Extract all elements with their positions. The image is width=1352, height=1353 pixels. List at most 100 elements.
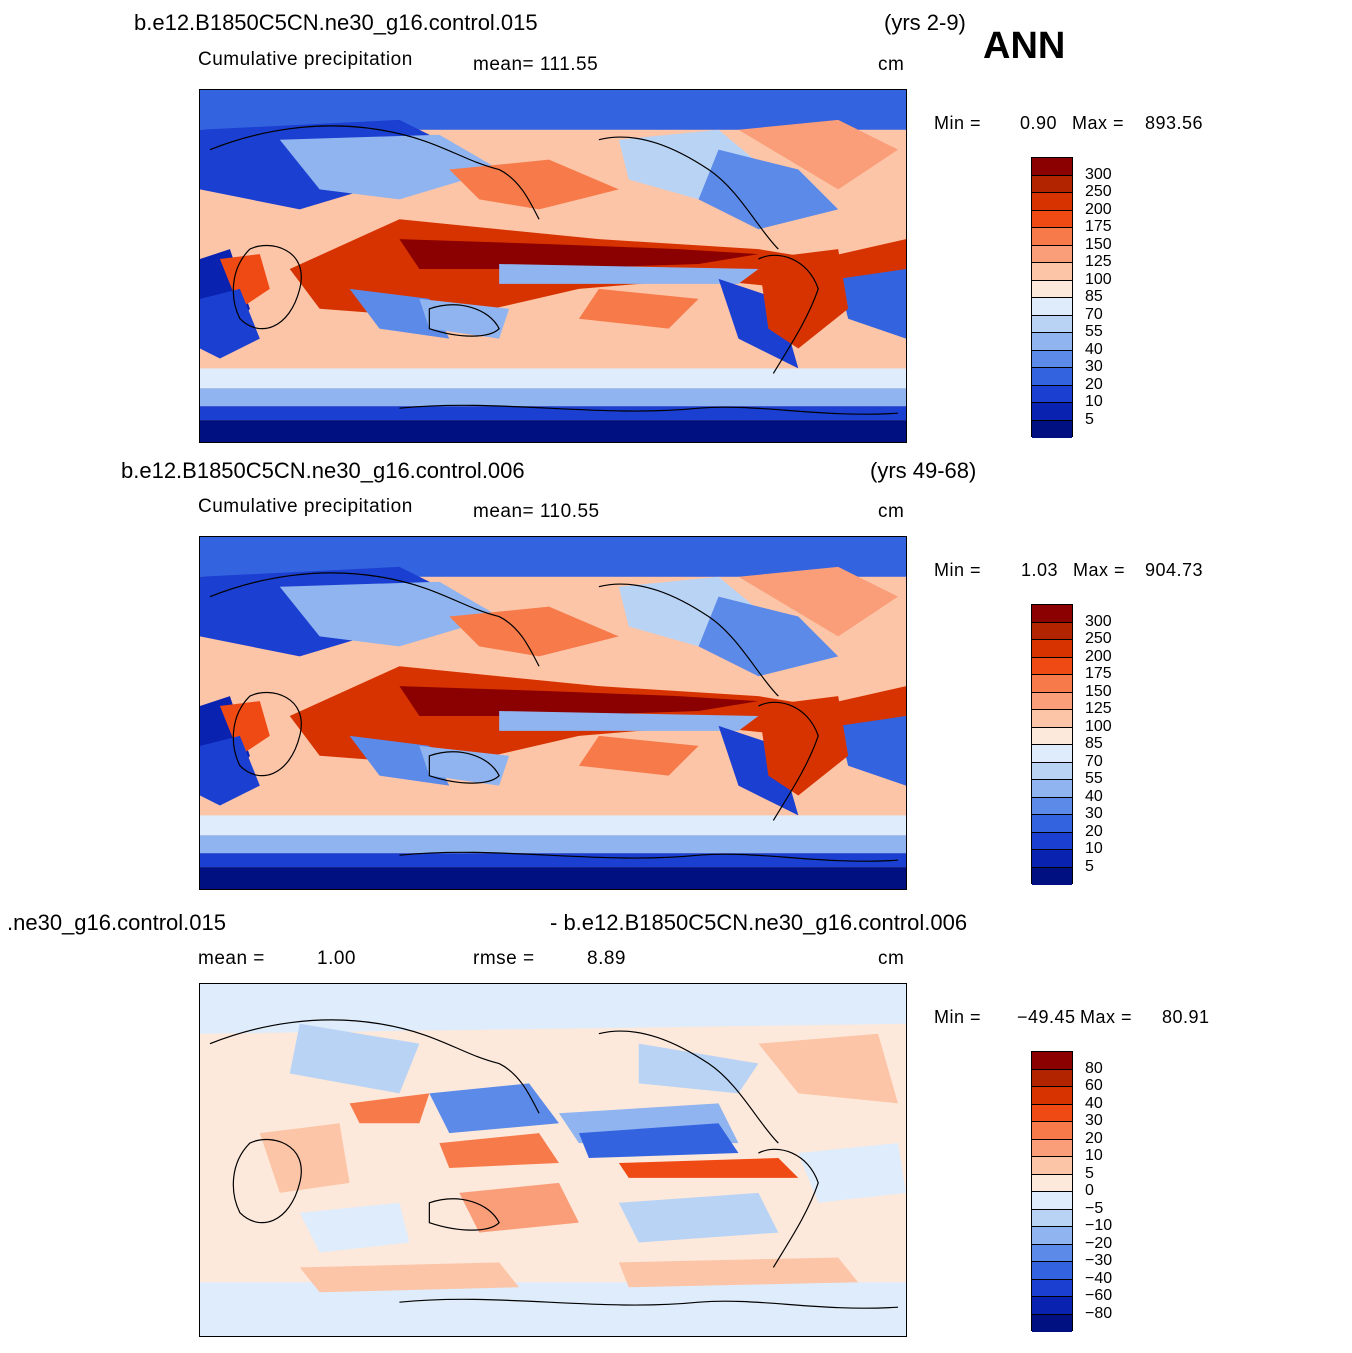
panel1-min-label: Min = xyxy=(934,113,982,133)
colorbar-swatch xyxy=(1032,193,1072,211)
colorbar-swatch xyxy=(1032,1279,1072,1297)
colorbar-tick-label: 125 xyxy=(1085,700,1112,717)
colorbar-tick-label: 70 xyxy=(1085,305,1103,323)
colorbar-swatch xyxy=(1032,1192,1072,1210)
panel3-mean-value: 1.00 xyxy=(317,948,356,969)
colorbar-tick-label: 30 xyxy=(1085,358,1103,375)
colorbar-swatch xyxy=(1032,850,1072,868)
colorbar-tick-label: −60 xyxy=(1085,1287,1113,1304)
panel3-case-right: - b.e12.B1850C5CN.ne30_g16.control.006 xyxy=(550,910,968,935)
panel3-difference-map xyxy=(199,983,907,1337)
colorbar-swatch xyxy=(1032,832,1072,850)
colorbar-tick-label: −5 xyxy=(1085,1199,1104,1217)
panel2-max-label: Max = xyxy=(1073,560,1126,580)
colorbar-tick-label: 10 xyxy=(1085,1147,1103,1164)
colorbar-tick-label: 55 xyxy=(1085,770,1103,787)
season-label: ANN xyxy=(983,25,1066,67)
colorbar-swatch xyxy=(1032,622,1072,640)
colorbar-swatch xyxy=(1032,333,1072,351)
colorbar-tick-label: 20 xyxy=(1085,375,1103,393)
colorbar-swatch xyxy=(1032,385,1072,403)
colorbar-swatch xyxy=(1032,762,1072,780)
panel1-case-title: b.e12.B1850C5CN.ne30_g16.control.015 xyxy=(134,10,538,35)
colorbar-tick-label: 60 xyxy=(1085,1077,1103,1094)
colorbar-tick-label: −10 xyxy=(1085,1217,1113,1234)
colorbar-swatch xyxy=(1032,315,1072,333)
panel2-case-title: b.e12.B1850C5CN.ne30_g16.control.006 xyxy=(121,458,525,483)
colorbar-tick-label: 55 xyxy=(1085,323,1103,340)
colorbar-swatch xyxy=(1032,675,1072,693)
panel3-rmse-label: rmse = xyxy=(473,948,535,969)
colorbar-tick-label: −30 xyxy=(1085,1252,1113,1269)
colorbar-tick-label: 80 xyxy=(1085,1059,1103,1077)
colorbar-tick-label: 20 xyxy=(1085,1129,1103,1147)
panel1-precip-map xyxy=(199,89,907,443)
colorbar-tick-label: −20 xyxy=(1085,1234,1113,1252)
panel3-case-left: .ne30_g16.control.015 xyxy=(7,910,226,935)
panel2-units: cm xyxy=(878,501,905,522)
colorbar-swatch xyxy=(1032,815,1072,833)
panel2-mean: mean= 110.55 xyxy=(473,501,600,522)
colorbar-tick-label: 250 xyxy=(1085,630,1112,647)
panel3-colorbar xyxy=(1031,1051,1073,1332)
colorbar-swatch xyxy=(1032,605,1072,623)
panel1-min-value: 0.90 xyxy=(1020,113,1058,133)
colorbar-swatch xyxy=(1032,1209,1072,1227)
colorbar-swatch xyxy=(1032,710,1072,728)
colorbar-swatch xyxy=(1032,1069,1072,1087)
colorbar-swatch xyxy=(1032,727,1072,745)
colorbar-swatch xyxy=(1032,1244,1072,1262)
colorbar-tick-label: 125 xyxy=(1085,253,1112,270)
colorbar-swatch xyxy=(1032,175,1072,193)
panel3-max-value: 80.91 xyxy=(1162,1007,1210,1027)
panel3-min-label: Min = xyxy=(934,1007,982,1027)
colorbar-tick-label: 175 xyxy=(1085,218,1112,235)
panel2-precip-map xyxy=(199,536,907,890)
panel1-variable: Cumulative precipitation xyxy=(198,49,413,70)
colorbar-tick-label: 10 xyxy=(1085,393,1103,410)
colorbar-swatch xyxy=(1032,350,1072,368)
colorbar-swatch xyxy=(1032,1052,1072,1070)
colorbar-swatch xyxy=(1032,245,1072,263)
colorbar-swatch xyxy=(1032,745,1072,763)
colorbar-tick-label: 40 xyxy=(1085,340,1103,358)
panel1-years: (yrs 2-9) xyxy=(884,10,966,35)
colorbar-tick-label: 150 xyxy=(1085,235,1112,253)
colorbar-tick-label: 200 xyxy=(1085,200,1112,218)
colorbar-tick-label: 300 xyxy=(1085,165,1112,183)
colorbar-swatch xyxy=(1032,1122,1072,1140)
colorbar-tick-label: 5 xyxy=(1085,857,1094,875)
colorbar-tick-label: −40 xyxy=(1085,1269,1113,1287)
colorbar-swatch xyxy=(1032,797,1072,815)
colorbar-swatch xyxy=(1032,298,1072,316)
colorbar-tick-label: 0 xyxy=(1085,1182,1094,1199)
panel2-min-value: 1.03 xyxy=(1021,560,1059,580)
panel3-max-label: Max = xyxy=(1080,1007,1133,1027)
panel2-years: (yrs 49-68) xyxy=(870,458,977,483)
colorbar-tick-label: 200 xyxy=(1085,647,1112,665)
colorbar-swatch xyxy=(1032,657,1072,675)
panel1-mean: mean= 111.55 xyxy=(473,54,599,75)
colorbar-swatch xyxy=(1032,867,1072,885)
colorbar-tick-label: 10 xyxy=(1085,840,1103,857)
colorbar-swatch xyxy=(1032,692,1072,710)
panel1-units: cm xyxy=(878,54,905,75)
colorbar-tick-label: −80 xyxy=(1085,1304,1113,1322)
colorbar-tick-label: 5 xyxy=(1085,410,1094,428)
panel2-min-label: Min = xyxy=(934,560,982,580)
colorbar-swatch xyxy=(1032,1297,1072,1315)
colorbar-tick-label: 40 xyxy=(1085,787,1103,805)
colorbar-tick-label: 175 xyxy=(1085,665,1112,682)
colorbar-tick-label: 100 xyxy=(1085,717,1112,735)
colorbar-tick-label: 300 xyxy=(1085,612,1112,630)
colorbar-tick-label: 20 xyxy=(1085,822,1103,840)
colorbar-tick-label: 30 xyxy=(1085,1112,1103,1129)
colorbar-tick-label: 150 xyxy=(1085,682,1112,700)
colorbar-tick-label: 85 xyxy=(1085,288,1103,305)
colorbar-tick-label: 40 xyxy=(1085,1094,1103,1112)
colorbar-swatch xyxy=(1032,780,1072,798)
colorbar-swatch xyxy=(1032,228,1072,246)
colorbar-tick-label: 250 xyxy=(1085,183,1112,200)
colorbar-swatch xyxy=(1032,1227,1072,1245)
panel3-rmse-value: 8.89 xyxy=(587,948,626,969)
